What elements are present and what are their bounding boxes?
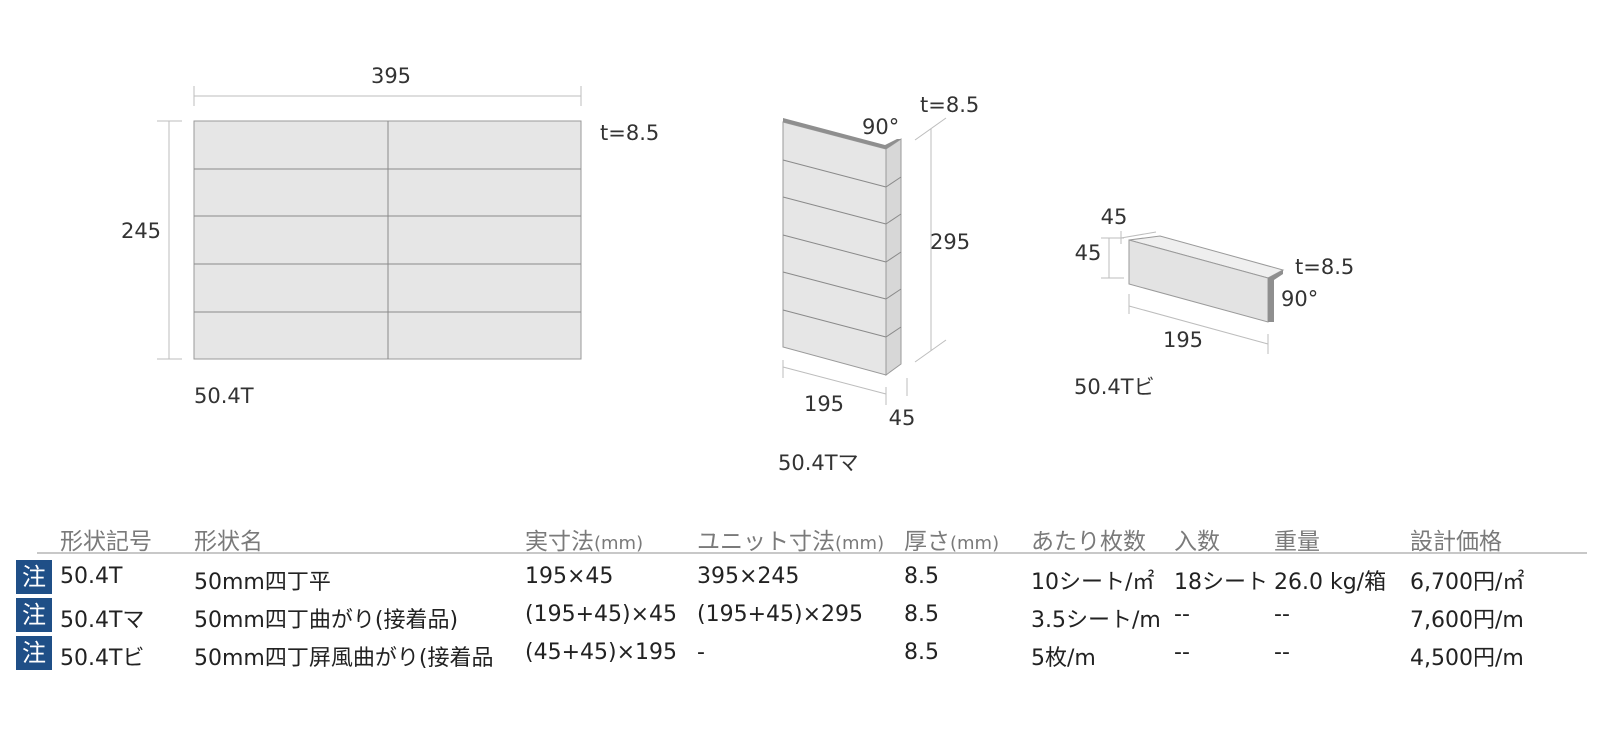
- cell-pack: --: [1174, 602, 1190, 627]
- header-pack: 入数: [1174, 529, 1220, 555]
- header-thickness-unit: (mm): [950, 533, 1000, 554]
- screen-corner-drawing: 45 45 195 t=8.5 90° 50.4Tビ: [1074, 205, 1354, 399]
- screen-side-label: 45: [1075, 241, 1102, 265]
- cell-price: 4,500円/m: [1410, 646, 1524, 671]
- cell-name: 50mm四丁曲がり(接着品): [194, 608, 459, 633]
- header-actual-unit: (mm): [594, 533, 644, 554]
- header-per-area: あたり枚数: [1031, 529, 1146, 555]
- screen-thickness-label: t=8.5: [1295, 255, 1354, 279]
- corner-height-label: 295: [930, 230, 970, 254]
- header-actual: 実寸法(mm): [525, 529, 644, 555]
- header-unit-size: ユニット寸法(mm): [697, 529, 885, 555]
- table-row: 注 50.4Tビ 50mm四丁屏風曲がり(接着品 (45+45)×195 - 8…: [0, 634, 1600, 672]
- cell-unit-size: -: [697, 640, 705, 665]
- cell-price: 7,600円/m: [1410, 608, 1524, 633]
- header-thickness: 厚さ(mm): [904, 529, 1000, 555]
- header-weight: 重量: [1274, 529, 1320, 555]
- note-badge: 注: [16, 598, 52, 632]
- cell-price: 6,700円/㎡: [1410, 570, 1525, 595]
- table-row: 注 50.4T 50mm四丁平 195×45 395×245 8.5 10シート…: [0, 558, 1600, 596]
- corner-length-label: 195: [804, 392, 844, 416]
- corner-shape-code: 50.4Tマ: [778, 451, 859, 475]
- flat-shape-code: 50.4T: [194, 384, 254, 408]
- cell-unit-size: 395×245: [697, 564, 800, 589]
- corner-return-label: 45: [889, 406, 916, 430]
- screen-top-label: 45: [1101, 205, 1128, 229]
- cell-per-area: 3.5シート/m: [1031, 608, 1161, 633]
- header-divider: [37, 552, 1587, 554]
- flat-height-label: 245: [121, 219, 161, 243]
- cell-actual: (195+45)×45: [525, 602, 678, 627]
- flat-sheet-drawing: 395 245 t=8.5 50.4T: [121, 64, 659, 408]
- header-unit-size-unit: (mm): [835, 533, 885, 554]
- corner-drawing: 295 195 45 90° t=8.5 50.4Tマ: [778, 93, 979, 475]
- cell-weight: --: [1274, 602, 1290, 627]
- flat-width-label: 395: [371, 64, 411, 88]
- cell-code: 50.4T: [60, 564, 123, 589]
- screen-length-label: 195: [1163, 328, 1203, 352]
- header-code: 形状記号: [60, 529, 152, 555]
- corner-thickness-label: t=8.5: [920, 93, 979, 117]
- cell-actual: 195×45: [525, 564, 614, 589]
- cell-name: 50mm四丁屏風曲がり(接着品: [194, 646, 494, 671]
- screen-angle-label: 90°: [1281, 287, 1318, 311]
- note-badge: 注: [16, 636, 52, 670]
- cell-pack: 18シート: [1174, 570, 1268, 595]
- product-drawings: 395 245 t=8.5 50.4T: [121, 64, 1354, 475]
- corner-angle-label: 90°: [862, 115, 899, 139]
- cell-thickness: 8.5: [904, 602, 939, 627]
- header-price: 設計価格: [1410, 529, 1502, 555]
- header-name: 形状名: [194, 529, 263, 555]
- note-badge: 注: [16, 560, 52, 594]
- cell-thickness: 8.5: [904, 564, 939, 589]
- cell-per-area: 10シート/㎡: [1031, 570, 1155, 595]
- cell-pack: --: [1174, 640, 1190, 665]
- screen-shape-code: 50.4Tビ: [1074, 375, 1155, 399]
- cell-per-area: 5枚/m: [1031, 646, 1096, 671]
- cell-weight: --: [1274, 640, 1290, 665]
- cell-unit-size: (195+45)×295: [697, 602, 864, 627]
- cell-weight: 26.0 kg/箱: [1274, 570, 1387, 595]
- table-row: 注 50.4Tマ 50mm四丁曲がり(接着品) (195+45)×45 (195…: [0, 596, 1600, 634]
- cell-code: 50.4Tビ: [60, 646, 145, 671]
- cell-thickness: 8.5: [904, 640, 939, 665]
- cell-name: 50mm四丁平: [194, 570, 331, 595]
- cell-actual: (45+45)×195: [525, 640, 678, 665]
- flat-thickness-label: t=8.5: [600, 121, 659, 145]
- cell-code: 50.4Tマ: [60, 608, 145, 633]
